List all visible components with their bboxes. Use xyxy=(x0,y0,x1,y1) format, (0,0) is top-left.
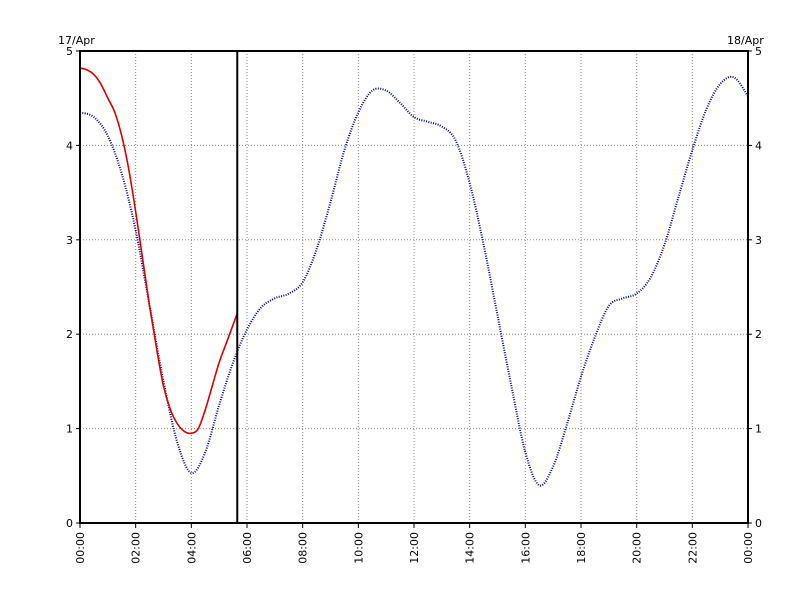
y-tick-label-left: 0 xyxy=(66,517,73,530)
x-tick-label: 00:00 xyxy=(74,532,87,564)
x-tick-label: 02:00 xyxy=(130,532,143,564)
y-tick-label-right: 2 xyxy=(755,328,762,341)
x-tick-label: 08:00 xyxy=(297,532,310,564)
x-tick-label: 04:00 xyxy=(185,532,198,564)
x-tick-label: 22:00 xyxy=(686,532,699,564)
y-tick-label-right: 4 xyxy=(755,139,762,152)
plot-frame xyxy=(79,50,749,524)
start-date-label: 17/Apr xyxy=(58,34,95,47)
x-tick-label: 10:00 xyxy=(352,532,365,564)
x-tick-label: 16:00 xyxy=(519,532,532,564)
y-tick-label-left: 2 xyxy=(66,328,73,341)
grid-layer xyxy=(76,50,752,528)
y-tick-label-right: 3 xyxy=(755,234,762,247)
x-tick-label: 18:00 xyxy=(575,532,588,564)
x-tick-label: 12:00 xyxy=(408,532,421,564)
y-tick-label-right: 1 xyxy=(755,423,762,436)
x-tick-label: 14:00 xyxy=(464,532,477,564)
observed-tide-line xyxy=(79,67,239,435)
y-tick-label-right: 0 xyxy=(755,517,762,530)
y-tick-label-left: 4 xyxy=(66,139,73,152)
y-tick-label-left: 5 xyxy=(66,45,73,58)
x-axis: 00:00 02:00 04:00 06:00 08:00 10:00 12:00 14:00… xyxy=(74,532,755,564)
end-date-label: 18/Apr xyxy=(727,34,764,47)
y-axis-right: 0 1 2 3 4 5 xyxy=(755,45,762,530)
y-axis-left: 0 1 2 3 4 5 xyxy=(66,45,73,530)
y-tick-label-right: 5 xyxy=(755,45,762,58)
x-tick-label: 00:00 xyxy=(742,532,755,564)
y-tick-label-left: 3 xyxy=(66,234,73,247)
x-tick-label: 20:00 xyxy=(631,532,644,564)
series-layer xyxy=(79,67,749,487)
x-tick-label: 06:00 xyxy=(241,532,254,564)
predicted-tide-line xyxy=(79,75,749,487)
y-tick-label-left: 1 xyxy=(66,423,73,436)
